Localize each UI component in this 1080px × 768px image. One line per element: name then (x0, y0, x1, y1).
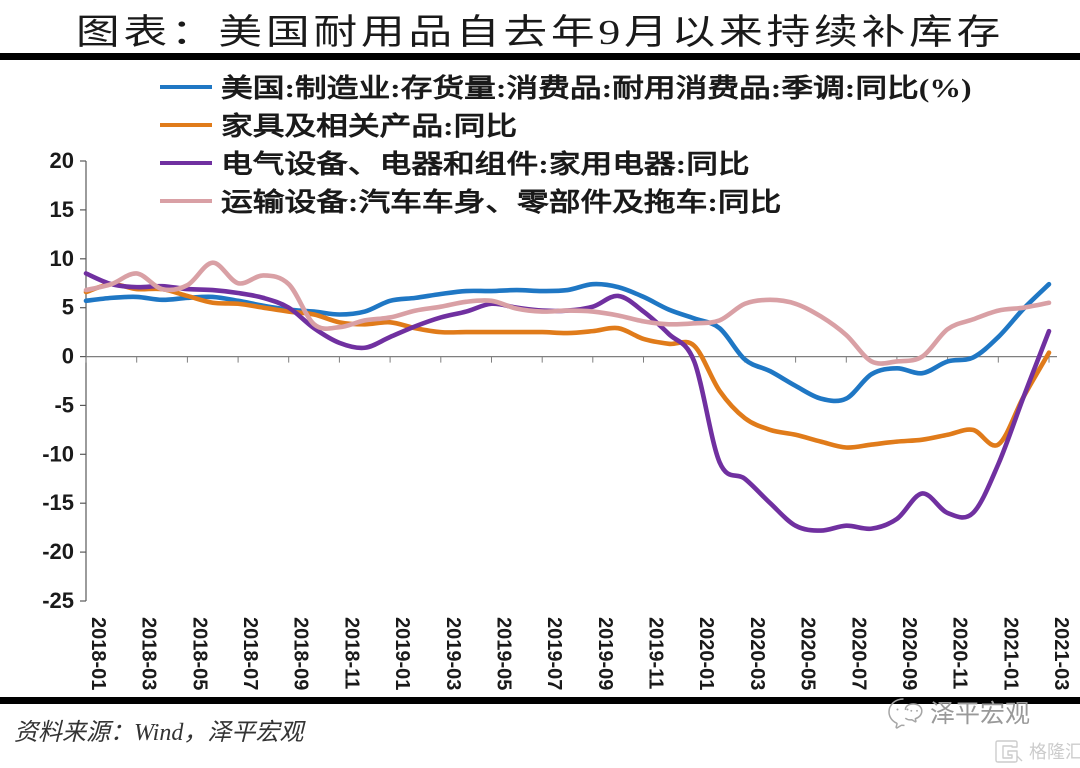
svg-text:20: 20 (50, 148, 74, 173)
svg-text:2020-03: 2020-03 (746, 617, 768, 690)
svg-text:2020-05: 2020-05 (797, 617, 819, 690)
svg-text:2018-11: 2018-11 (340, 617, 362, 689)
svg-text:2018-03: 2018-03 (138, 617, 160, 690)
svg-text:2021-03: 2021-03 (1050, 617, 1072, 690)
svg-text:15: 15 (50, 197, 74, 222)
svg-text:2018-01: 2018-01 (87, 617, 109, 690)
svg-text:2018-07: 2018-07 (239, 617, 261, 690)
svg-text:5: 5 (62, 295, 74, 320)
svg-text:-10: -10 (42, 441, 74, 466)
svg-text:2019-01: 2019-01 (391, 617, 413, 690)
svg-text:10: 10 (50, 246, 74, 271)
svg-text:2019-09: 2019-09 (594, 617, 616, 690)
svg-text:-15: -15 (42, 490, 74, 515)
svg-text:2019-11: 2019-11 (645, 617, 667, 689)
svg-text:2020-09: 2020-09 (898, 617, 920, 690)
svg-text:-20: -20 (42, 539, 74, 564)
svg-text:2019-03: 2019-03 (442, 617, 464, 690)
svg-text:0: 0 (62, 344, 74, 369)
svg-text:2020-11: 2020-11 (949, 617, 971, 689)
svg-text:-5: -5 (54, 392, 74, 417)
svg-text:2020-07: 2020-07 (847, 617, 869, 690)
svg-text:2018-09: 2018-09 (290, 617, 312, 690)
svg-text:泽平宏观: 泽平宏观 (930, 700, 1030, 728)
svg-text:2018-05: 2018-05 (188, 617, 210, 690)
svg-text:2021-01: 2021-01 (999, 617, 1021, 690)
svg-text:2020-01: 2020-01 (695, 617, 717, 690)
svg-text:2019-07: 2019-07 (543, 617, 565, 690)
svg-text:-25: -25 (42, 588, 74, 613)
svg-text:格隆汇: 格隆汇 (1029, 742, 1080, 762)
svg-text:2019-05: 2019-05 (493, 617, 515, 690)
